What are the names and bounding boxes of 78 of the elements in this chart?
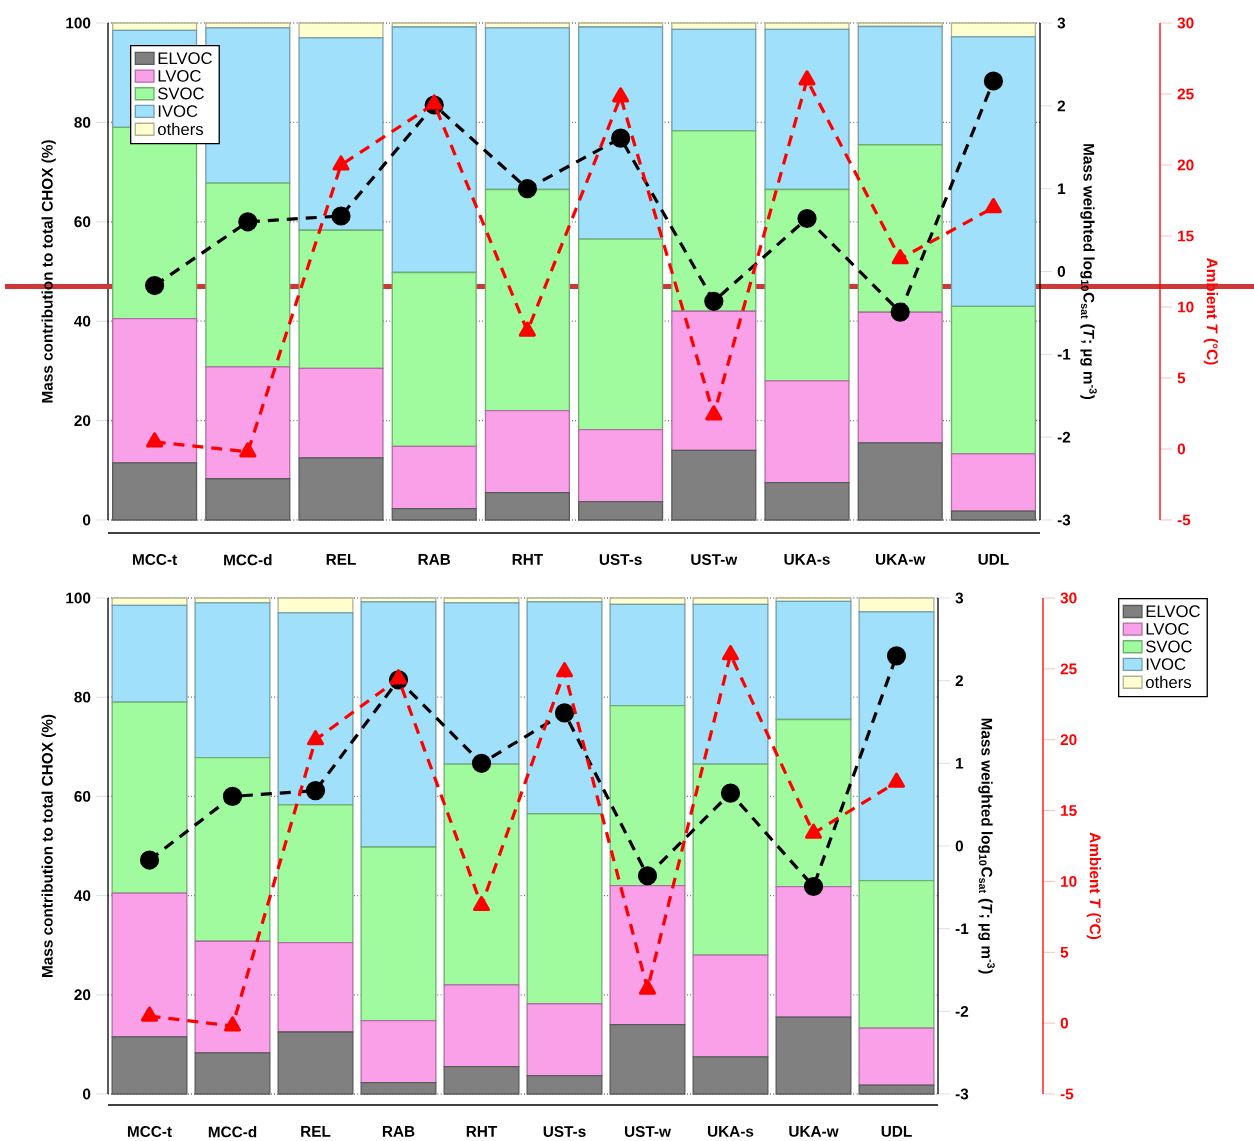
y3-tick-label: 5 — [1060, 946, 1069, 958]
y3-tick-label: 25 — [1177, 88, 1194, 100]
y-tick-label: 100 — [66, 592, 91, 604]
y-tick-label: 40 — [74, 890, 91, 902]
text: Mass weighted log$_{10}$C$_{sat}$ (T; µg m$^{-3}$) — [978, 718, 995, 974]
legend-label: ELVOC — [158, 52, 212, 65]
y-tick-label: 40 — [74, 315, 91, 327]
x-tick-label: REL — [301, 1126, 331, 1137]
x-tick-label: UST-w — [691, 554, 738, 565]
y-tick-label: 80 — [74, 691, 91, 703]
y3-tick-label: 25 — [1060, 663, 1077, 675]
y3-tick-label: 0 — [1060, 1017, 1069, 1029]
legend-label: others — [157, 122, 204, 136]
y2-tick-label: 1 — [1058, 183, 1066, 194]
y2-tick-label: 3 — [1057, 17, 1066, 29]
y2-tick-label: 2 — [1057, 100, 1066, 112]
y3-tick-label: 5 — [1177, 372, 1186, 384]
y3-tick-label: 30 — [1177, 17, 1194, 29]
x-tick-label: MCC-d — [224, 554, 272, 566]
y2-tick-label: 1 — [956, 758, 964, 769]
y-tick-label: 20 — [74, 415, 91, 427]
x-tick-label: RHT — [466, 1126, 498, 1137]
y2-tick-label: -1 — [955, 923, 969, 934]
y3-tick-label: 10 — [1061, 876, 1077, 887]
y-tick-label: 80 — [74, 116, 91, 128]
x-tick-label: UDL — [978, 554, 1009, 565]
y-tick-label: 60 — [74, 216, 91, 228]
x-tick-label: UDL — [881, 1126, 912, 1137]
x-tick-label: REL — [326, 554, 356, 565]
text: Mass weighted log$_{10}$C$_{sat}$ (T; µg m$^{-3}$) — [1080, 144, 1097, 400]
y3-tick-label: 20 — [1060, 734, 1077, 746]
y-tick-label: 0 — [82, 1088, 91, 1100]
x-tick-label: MCC-d — [208, 1126, 257, 1138]
y2-tick-label: -2 — [955, 1005, 969, 1017]
y3-tick-label: 0 — [1177, 443, 1186, 455]
y2-tick-label: 0 — [1057, 266, 1066, 277]
y2-tick-label: 2 — [955, 675, 964, 687]
x-tick-label: UST-s — [599, 554, 642, 565]
x-tick-label: UST-s — [543, 1126, 586, 1137]
y3-tick-label: 20 — [1177, 159, 1194, 171]
y-tick-label: 60 — [74, 790, 91, 802]
y3-axis-title: Ambient T (°C) — [1086, 832, 1101, 940]
y2-tick-label: -1 — [1057, 349, 1071, 360]
x-tick-label: RHT — [512, 554, 543, 565]
y3-tick-label: 30 — [1060, 592, 1077, 604]
x-tick-label: RAB — [418, 554, 451, 565]
x-tick-label: UST-w — [625, 1126, 671, 1137]
y3-axis-title: Ambient T (°C) — [1203, 258, 1218, 365]
y3-tick-label: 10 — [1178, 301, 1194, 313]
x-tick-label: MCC-t — [127, 1126, 172, 1137]
y-tick-label: 0 — [82, 514, 91, 526]
y-axis-title: Mass contribution to total CHOX (%) — [41, 140, 56, 403]
legend-label: LVOC — [1146, 622, 1189, 635]
legend-label: IVOC — [158, 105, 198, 118]
y3-tick-label: -5 — [1060, 1088, 1074, 1100]
y-tick-label: 20 — [74, 989, 91, 1001]
y2-tick-label: 3 — [955, 592, 964, 604]
legend-label: LVOC — [158, 69, 201, 82]
x-tick-label: RAB — [382, 1126, 415, 1137]
y-tick-label: 100 — [66, 17, 91, 29]
legend-label: SVOC — [158, 87, 204, 100]
y3-tick-label: 15 — [1178, 230, 1194, 242]
y2-tick-label: 0 — [955, 840, 964, 852]
y2-tick-label: -2 — [1057, 431, 1071, 443]
x-tick-label: UKA-s — [784, 554, 830, 565]
y2-tick-label: -3 — [1057, 514, 1071, 526]
y2-tick-label: -3 — [955, 1088, 969, 1100]
x-tick-label: MCC-t — [133, 554, 177, 565]
y3-tick-label: 15 — [1061, 805, 1077, 816]
legend-label: ELVOC — [1146, 605, 1200, 618]
legend-label: IVOC — [1146, 658, 1186, 671]
x-tick-label: UKA-s — [708, 1126, 754, 1137]
y3-tick-label: -5 — [1177, 514, 1191, 526]
legend-label: SVOC — [1146, 640, 1192, 653]
legend-label: others — [1145, 675, 1192, 689]
y-axis-title: Mass contribution to total CHOX (%) — [41, 714, 56, 978]
x-tick-label: UKA-w — [789, 1126, 839, 1137]
x-tick-label: UKA-w — [876, 554, 926, 565]
